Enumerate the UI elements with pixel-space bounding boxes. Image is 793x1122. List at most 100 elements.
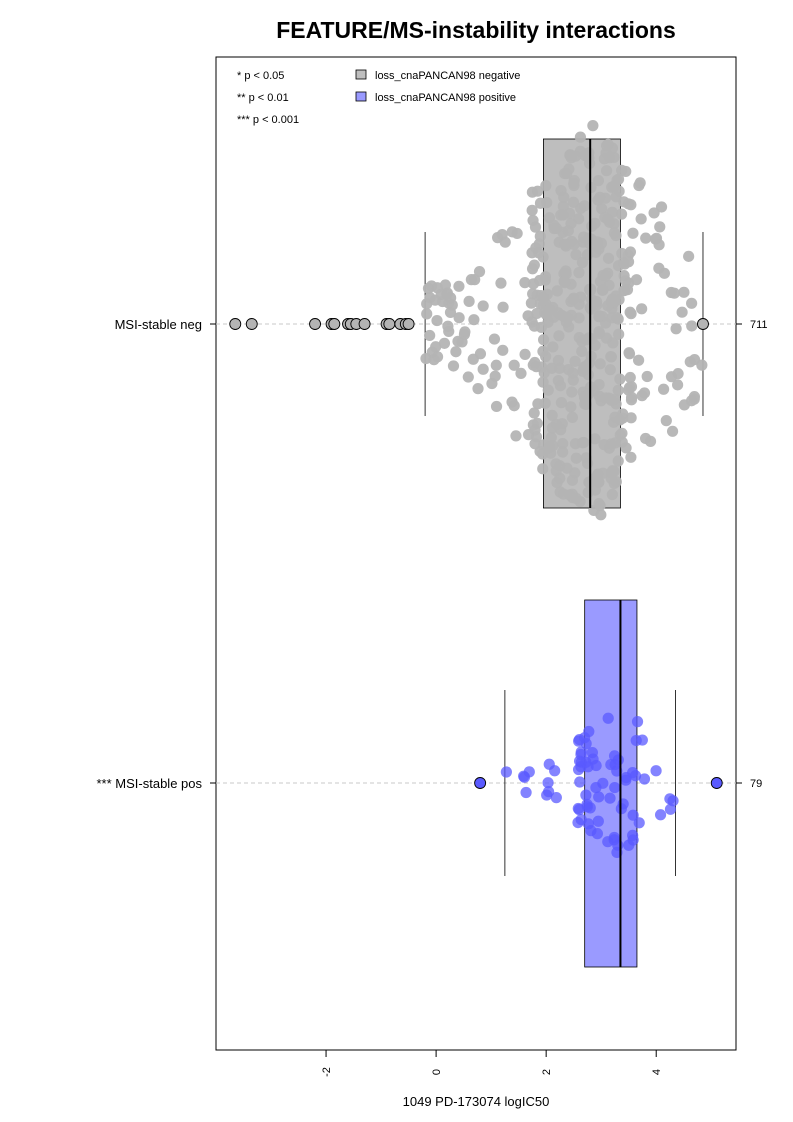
data-point bbox=[540, 350, 552, 363]
data-point bbox=[638, 773, 651, 785]
data-point bbox=[612, 455, 624, 467]
data-point bbox=[431, 314, 443, 327]
data-point bbox=[633, 354, 645, 366]
legend-label-positive: loss_cnaPANCAN98 positive bbox=[375, 92, 516, 104]
data-point bbox=[609, 781, 621, 794]
data-point bbox=[602, 712, 614, 724]
data-point bbox=[567, 196, 580, 208]
chart-title: FEATURE/MS-instability interactions bbox=[276, 17, 676, 43]
data-point bbox=[614, 373, 626, 385]
data-point bbox=[597, 467, 609, 479]
data-point bbox=[552, 374, 564, 387]
data-point bbox=[518, 771, 531, 783]
data-point bbox=[595, 237, 608, 249]
data-point bbox=[553, 362, 566, 374]
data-point bbox=[557, 437, 569, 450]
data-point bbox=[525, 297, 537, 309]
data-point bbox=[548, 219, 560, 232]
data-points bbox=[474, 712, 723, 859]
data-point bbox=[598, 439, 610, 451]
data-point bbox=[574, 131, 587, 143]
data-point bbox=[627, 809, 639, 821]
data-point bbox=[625, 412, 637, 424]
data-point bbox=[442, 320, 454, 332]
outlier-point bbox=[245, 318, 258, 330]
data-point bbox=[616, 247, 628, 260]
x-tick-label: 2 bbox=[541, 1069, 553, 1075]
data-point bbox=[629, 770, 642, 782]
data-point bbox=[593, 326, 605, 338]
data-point bbox=[654, 809, 667, 821]
data-point bbox=[534, 230, 546, 242]
data-point bbox=[425, 280, 438, 292]
data-point bbox=[469, 274, 481, 286]
data-point bbox=[617, 408, 629, 420]
data-point bbox=[648, 207, 660, 219]
data-point bbox=[545, 431, 557, 444]
data-point bbox=[566, 411, 578, 423]
data-point bbox=[543, 758, 555, 770]
data-point bbox=[600, 165, 613, 177]
data-point bbox=[550, 792, 562, 804]
data-point bbox=[620, 442, 632, 454]
data-point bbox=[438, 337, 451, 349]
data-point bbox=[608, 831, 620, 844]
data-point bbox=[527, 278, 540, 290]
data-point bbox=[604, 792, 616, 804]
data-point bbox=[541, 196, 553, 209]
data-point bbox=[613, 328, 625, 340]
x-tick-label: 4 bbox=[651, 1069, 663, 1075]
data-point bbox=[472, 383, 484, 395]
data-point bbox=[520, 786, 532, 799]
data-point bbox=[573, 735, 585, 747]
chart-marks: -2 0 2 4 MSI-stable neg 711 *** MSI-stable pos… bbox=[97, 120, 768, 1077]
data-point bbox=[567, 293, 579, 305]
data-point bbox=[547, 341, 559, 353]
data-point bbox=[615, 208, 628, 220]
data-point bbox=[686, 395, 698, 407]
data-point bbox=[581, 798, 593, 810]
data-point bbox=[567, 367, 579, 379]
data-point bbox=[636, 303, 648, 315]
data-point bbox=[519, 277, 531, 289]
data-point bbox=[535, 290, 547, 302]
outlier-point bbox=[328, 318, 341, 330]
data-point bbox=[497, 301, 509, 313]
data-point bbox=[421, 308, 433, 320]
data-point bbox=[531, 307, 543, 320]
data-point bbox=[563, 321, 575, 333]
data-point bbox=[606, 488, 618, 501]
data-point bbox=[538, 334, 550, 346]
data-point bbox=[554, 472, 566, 484]
sig-legend-1: * p < 0.05 bbox=[237, 70, 284, 82]
data-point bbox=[608, 750, 621, 762]
data-point bbox=[606, 142, 619, 154]
data-point bbox=[495, 277, 507, 289]
data-point bbox=[572, 817, 584, 829]
data-point bbox=[537, 463, 549, 475]
data-point bbox=[624, 371, 636, 384]
data-point bbox=[576, 256, 589, 269]
data-point bbox=[526, 263, 539, 275]
data-point bbox=[540, 180, 552, 192]
data-point bbox=[625, 381, 638, 393]
data-point bbox=[589, 217, 601, 229]
data-point bbox=[569, 355, 581, 367]
data-point bbox=[446, 299, 458, 311]
data-point bbox=[602, 252, 615, 264]
data-point bbox=[506, 226, 518, 238]
data-point bbox=[605, 394, 618, 407]
data-point bbox=[553, 330, 565, 342]
data-point bbox=[450, 346, 462, 358]
data-point bbox=[589, 433, 601, 445]
data-point bbox=[657, 383, 670, 395]
data-point bbox=[654, 221, 666, 233]
data-point bbox=[477, 300, 489, 312]
data-point bbox=[686, 320, 698, 332]
data-point bbox=[598, 153, 610, 165]
data-point bbox=[430, 341, 442, 353]
data-point bbox=[597, 284, 609, 296]
data-point bbox=[587, 120, 599, 132]
data-point bbox=[453, 312, 465, 324]
data-point bbox=[593, 310, 605, 322]
